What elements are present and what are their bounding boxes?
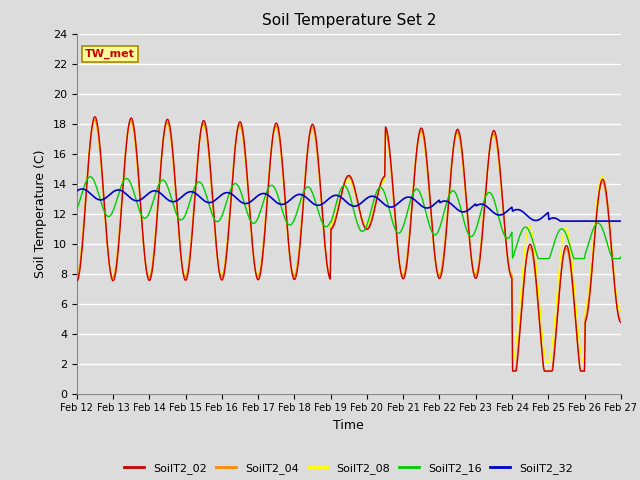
SoilT2_32	[431, 201, 439, 206]
SoilT2_16	[223, 196, 231, 202]
SoilT2_16	[534, 256, 542, 262]
SoilT2_16	[140, 215, 147, 221]
SoilT2_16	[195, 179, 202, 185]
Text: TW_met: TW_met	[85, 49, 135, 59]
SoilT2_02	[83, 185, 90, 191]
SoilT2_04	[431, 258, 439, 264]
Line: SoilT2_16: SoilT2_16	[77, 177, 621, 259]
SoilT2_02	[91, 114, 99, 120]
SoilT2_16	[73, 206, 81, 212]
SoilT2_08	[73, 274, 81, 279]
SoilT2_02	[431, 258, 439, 264]
Line: SoilT2_32: SoilT2_32	[77, 189, 621, 221]
Legend: SoilT2_02, SoilT2_04, SoilT2_08, SoilT2_16, SoilT2_32: SoilT2_02, SoilT2_04, SoilT2_08, SoilT2_…	[120, 458, 577, 478]
SoilT2_16	[86, 174, 94, 180]
SoilT2_02	[617, 320, 625, 325]
SoilT2_02	[509, 368, 516, 374]
SoilT2_16	[83, 178, 90, 183]
SoilT2_08	[83, 180, 90, 185]
SoilT2_04	[223, 239, 231, 245]
SoilT2_04	[73, 275, 81, 281]
SoilT2_32	[73, 188, 81, 194]
SoilT2_08	[223, 236, 231, 242]
SoilT2_02	[416, 129, 424, 134]
SoilT2_32	[223, 190, 231, 195]
Line: SoilT2_04: SoilT2_04	[77, 120, 621, 371]
SoilT2_32	[195, 193, 202, 199]
SoilT2_16	[431, 232, 439, 238]
SoilT2_02	[195, 147, 202, 153]
SoilT2_08	[195, 145, 202, 151]
SoilT2_32	[140, 195, 147, 201]
SoilT2_04	[140, 240, 147, 246]
SoilT2_02	[73, 278, 81, 284]
Y-axis label: Soil Temperature (C): Soil Temperature (C)	[35, 149, 47, 278]
SoilT2_32	[617, 218, 625, 224]
SoilT2_08	[90, 119, 98, 124]
SoilT2_04	[91, 117, 99, 123]
SoilT2_08	[140, 241, 147, 247]
X-axis label: Time: Time	[333, 419, 364, 432]
SoilT2_04	[509, 368, 516, 374]
SoilT2_04	[416, 131, 424, 136]
SoilT2_02	[223, 244, 231, 250]
SoilT2_08	[545, 360, 552, 366]
SoilT2_16	[416, 189, 424, 195]
SoilT2_04	[195, 146, 202, 152]
SoilT2_08	[617, 307, 625, 313]
SoilT2_32	[416, 202, 424, 207]
SoilT2_08	[416, 132, 424, 137]
Title: Soil Temperature Set 2: Soil Temperature Set 2	[262, 13, 436, 28]
SoilT2_04	[617, 316, 625, 322]
Line: SoilT2_02: SoilT2_02	[77, 117, 621, 371]
SoilT2_08	[431, 258, 439, 264]
SoilT2_32	[84, 188, 92, 194]
SoilT2_04	[83, 181, 90, 187]
SoilT2_16	[617, 254, 625, 260]
SoilT2_32	[556, 218, 564, 224]
SoilT2_02	[140, 238, 147, 244]
Line: SoilT2_08: SoilT2_08	[77, 121, 621, 363]
SoilT2_32	[78, 186, 86, 192]
